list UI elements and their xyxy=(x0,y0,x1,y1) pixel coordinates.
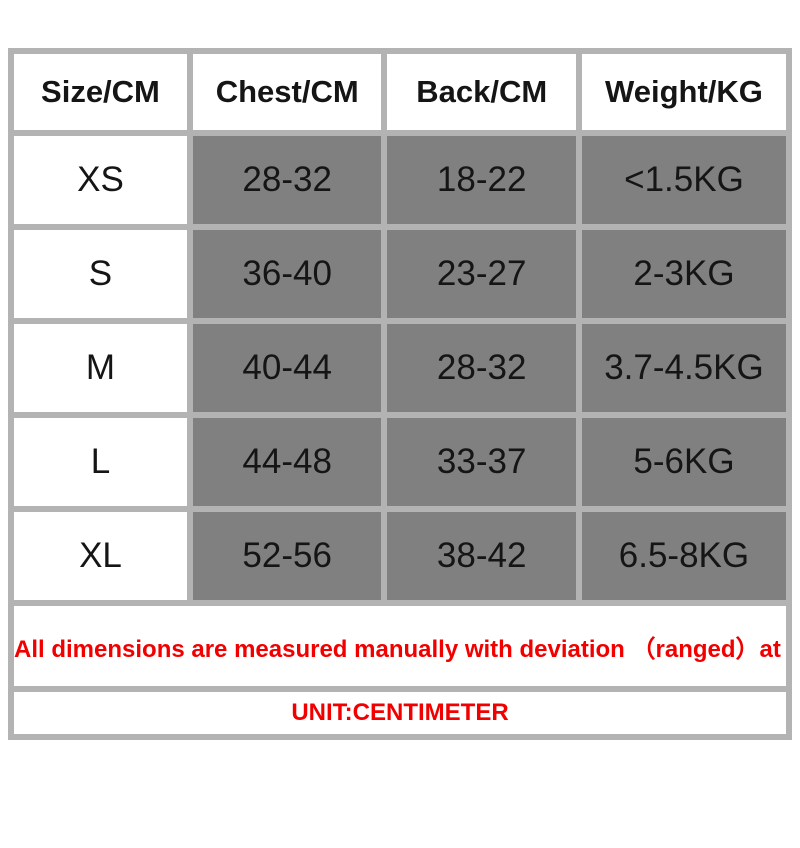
weight-value: <1.5KG xyxy=(578,133,789,227)
back-value: 33-37 xyxy=(384,415,579,509)
size-label: XS xyxy=(11,133,190,227)
weight-value: 2-3KG xyxy=(578,227,789,321)
back-value: 18-22 xyxy=(384,133,579,227)
column-header-size: Size/CM xyxy=(11,51,190,133)
column-header-back: Back/CM xyxy=(384,51,579,133)
chest-value: 40-44 xyxy=(189,321,385,415)
table-row-s: S 36-40 23-27 2-3KG xyxy=(11,227,789,321)
header-row: Size/CM Chest/CM Back/CM Weight/KG xyxy=(11,51,789,133)
back-value: 38-42 xyxy=(384,509,579,603)
column-header-chest: Chest/CM xyxy=(189,51,385,133)
size-label: M xyxy=(11,321,190,415)
note-row: All dimensions are measured manually wit… xyxy=(11,603,789,689)
table-row-l: L 44-48 33-37 5-6KG xyxy=(11,415,789,509)
unit-label: UNIT:CENTIMETER xyxy=(11,689,789,737)
weight-value: 6.5-8KG xyxy=(578,509,789,603)
weight-value: 3.7-4.5KG xyxy=(578,321,789,415)
back-value: 28-32 xyxy=(384,321,579,415)
chest-value: 52-56 xyxy=(189,509,385,603)
table-row-xl: XL 52-56 38-42 6.5-8KG xyxy=(11,509,789,603)
size-label: L xyxy=(11,415,190,509)
size-label: XL xyxy=(11,509,190,603)
measurement-deviation-note: All dimensions are measured manually wit… xyxy=(11,603,789,689)
column-header-weight: Weight/KG xyxy=(578,51,789,133)
chest-value: 28-32 xyxy=(189,133,385,227)
size-chart-table: Size/CM Chest/CM Back/CM Weight/KG XS 28… xyxy=(8,48,792,740)
back-value: 23-27 xyxy=(384,227,579,321)
size-label: S xyxy=(11,227,190,321)
table-row-m: M 40-44 28-32 3.7-4.5KG xyxy=(11,321,789,415)
table-row-xs: XS 28-32 18-22 <1.5KG xyxy=(11,133,789,227)
chest-value: 44-48 xyxy=(189,415,385,509)
weight-value: 5-6KG xyxy=(578,415,789,509)
chest-value: 36-40 xyxy=(189,227,385,321)
unit-row: UNIT:CENTIMETER xyxy=(11,689,789,737)
